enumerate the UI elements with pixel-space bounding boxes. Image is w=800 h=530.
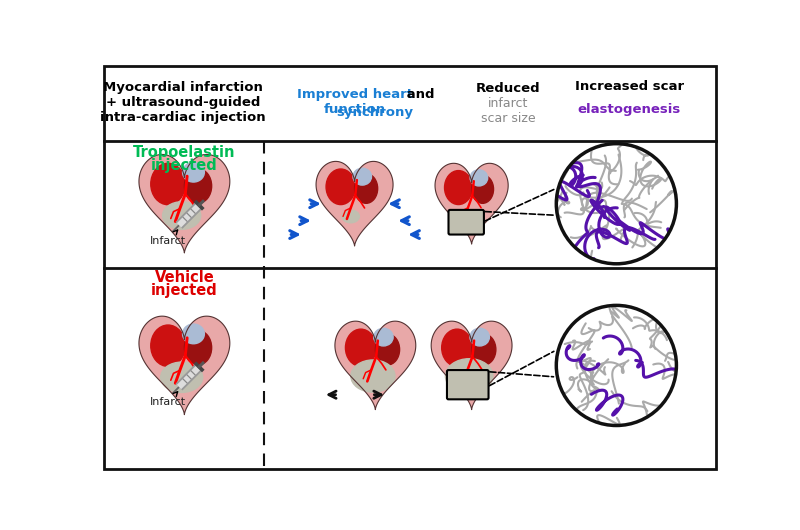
- Ellipse shape: [184, 330, 212, 365]
- Ellipse shape: [351, 360, 395, 392]
- Text: Infarct: Infarct: [150, 230, 186, 246]
- Text: Improved heart
function: Improved heart function: [297, 88, 413, 116]
- FancyBboxPatch shape: [447, 370, 489, 399]
- Polygon shape: [316, 162, 393, 246]
- Text: and: and: [402, 88, 435, 101]
- Circle shape: [556, 144, 677, 264]
- Ellipse shape: [342, 210, 359, 223]
- Text: Myocardial infarction
+ ultrasound-guided
intra-cardiac injection: Myocardial infarction + ultrasound-guide…: [100, 81, 266, 123]
- FancyBboxPatch shape: [449, 210, 484, 235]
- Ellipse shape: [446, 359, 493, 393]
- Circle shape: [556, 305, 677, 426]
- Ellipse shape: [161, 362, 202, 392]
- Ellipse shape: [470, 170, 488, 186]
- Ellipse shape: [326, 169, 355, 205]
- Ellipse shape: [462, 211, 474, 220]
- Ellipse shape: [445, 171, 472, 205]
- Ellipse shape: [150, 325, 186, 366]
- Text: Tropoelastin: Tropoelastin: [133, 145, 236, 160]
- Ellipse shape: [184, 169, 212, 203]
- Polygon shape: [431, 321, 512, 410]
- Ellipse shape: [162, 202, 201, 229]
- Ellipse shape: [182, 324, 204, 344]
- Text: Infarct: Infarct: [150, 392, 186, 408]
- Ellipse shape: [182, 162, 204, 182]
- Polygon shape: [435, 163, 508, 244]
- Text: Reduced: Reduced: [476, 82, 541, 95]
- Ellipse shape: [470, 328, 490, 346]
- Polygon shape: [139, 316, 230, 414]
- Text: synchrony: synchrony: [337, 105, 414, 119]
- Polygon shape: [335, 321, 416, 410]
- Ellipse shape: [472, 175, 494, 204]
- Ellipse shape: [353, 168, 371, 185]
- Ellipse shape: [472, 334, 496, 365]
- Ellipse shape: [346, 329, 376, 366]
- Ellipse shape: [442, 329, 473, 366]
- Ellipse shape: [375, 334, 400, 365]
- Text: injected: injected: [151, 158, 218, 173]
- Text: elastogenesis: elastogenesis: [578, 103, 681, 116]
- Polygon shape: [139, 154, 230, 253]
- Text: Increased scar: Increased scar: [575, 80, 684, 93]
- Ellipse shape: [354, 174, 378, 204]
- Text: injected: injected: [151, 283, 218, 298]
- Text: Vehicle: Vehicle: [154, 270, 214, 285]
- Ellipse shape: [374, 328, 393, 346]
- Ellipse shape: [150, 163, 186, 205]
- Text: infarct
scar size: infarct scar size: [482, 98, 536, 125]
